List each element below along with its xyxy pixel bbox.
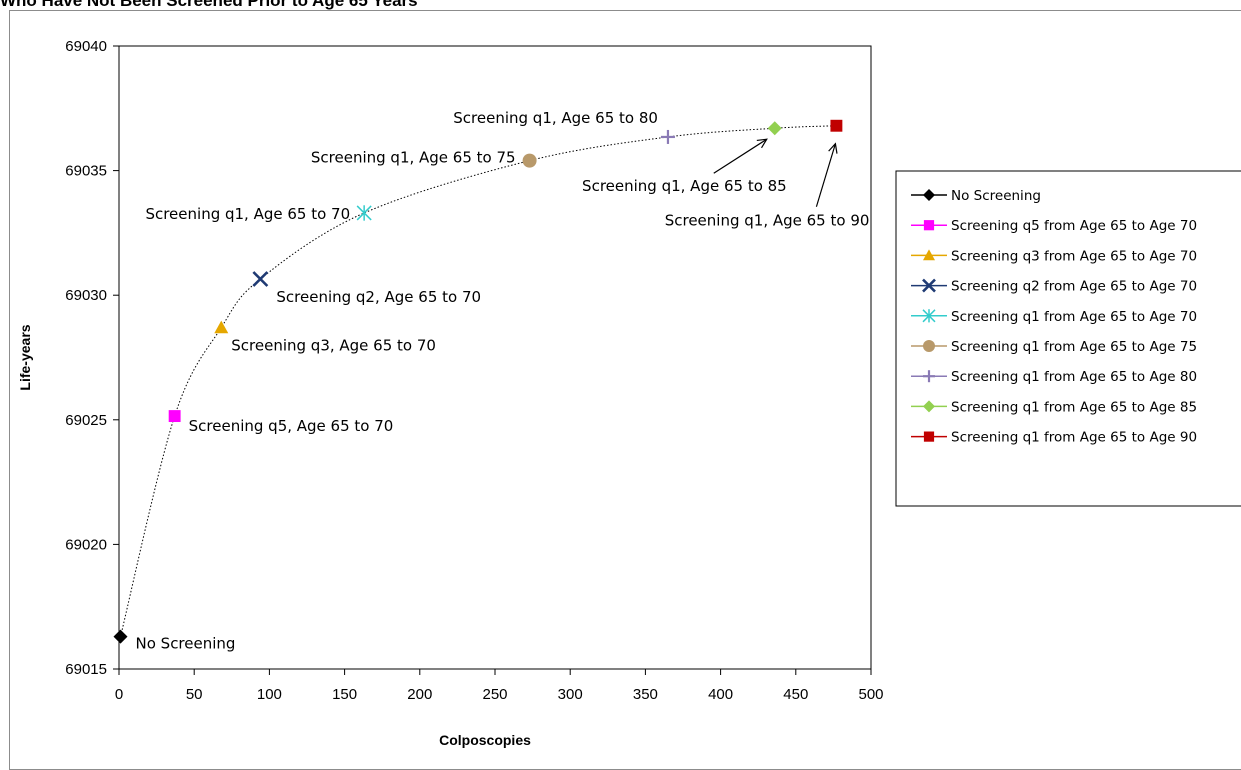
legend-marker [922, 309, 936, 323]
x-tick-label: 50 [186, 686, 203, 703]
annotation-label: Screening q1, Age 65 to 90 [665, 212, 870, 230]
y-tick-label: 69035 [65, 163, 107, 180]
legend-item: Screening q1 from Age 65 to Age 70 [911, 309, 1197, 325]
chart-title: Who Have Not Been Screened Prior to Age … [0, 0, 418, 10]
legend-label: Screening q3 from Age 65 to Age 70 [951, 248, 1197, 264]
data-point [168, 410, 181, 423]
legend-item: Screening q1 from Age 65 to Age 80 [911, 369, 1197, 385]
x-tick-label: 500 [858, 686, 883, 703]
annotation-label: No Screening [136, 635, 236, 653]
x-tick-label: 350 [633, 686, 658, 703]
data-point [113, 629, 128, 644]
x-tick-label: 250 [482, 686, 507, 703]
plot-area [118, 45, 872, 670]
annotation-arrow [713, 138, 768, 174]
legend-label: Screening q5 from Age 65 to Age 70 [951, 218, 1197, 234]
chart-svg: 0 50 100 150 200 250 300 350 400 450 500 69015 69020… [17, 38, 1241, 748]
annotation-arrowhead [828, 142, 838, 154]
annotation-label: Screening q1, Age 65 to 80 [453, 109, 658, 127]
annotation-arrow [815, 143, 836, 207]
legend-label: Screening q1 from Age 65 to Age 90 [951, 430, 1197, 446]
annotation-arrowhead [756, 138, 768, 149]
x-tick-label: 400 [708, 686, 733, 703]
legend-box [895, 170, 1241, 507]
y-axis-label: Life-years [17, 324, 33, 390]
annotation-label: Screening q3, Age 65 to 70 [231, 337, 436, 355]
legend-label: Screening q2 from Age 65 to Age 70 [951, 279, 1197, 295]
x-tick-label: 150 [332, 686, 357, 703]
legend-marker [922, 278, 936, 293]
axes: 0 50 100 150 200 250 300 350 400 450 500 69015 69020… [17, 38, 884, 748]
annotation-label: Screening q1, Age 65 to 85 [582, 177, 787, 195]
x-tick-label: 450 [783, 686, 808, 703]
data-point [214, 320, 229, 334]
data-points [113, 119, 843, 644]
legend-label: Screening q1 from Age 65 to Age 70 [951, 309, 1197, 325]
data-point [252, 271, 269, 287]
x-tick-label: 200 [407, 686, 432, 703]
legend-marker [923, 340, 935, 352]
legend-marker [923, 220, 935, 231]
x-tick-label: 300 [558, 686, 583, 703]
legend-marker [923, 431, 935, 442]
legend-marker [923, 249, 935, 261]
y-tick-label: 69025 [65, 412, 107, 429]
legend-label: Screening q1 from Age 65 to Age 85 [951, 399, 1197, 415]
y-tick-label: 69030 [65, 287, 107, 304]
legend-marker [923, 400, 935, 413]
y-tick-label: 69015 [65, 661, 107, 678]
legend: No Screening Screening q5 from Age 65 to … [895, 170, 1241, 507]
data-point [830, 119, 843, 132]
data-point [522, 153, 537, 168]
legend-item: Screening q3 from Age 65 to Age 70 [911, 248, 1197, 264]
annotation-label: Screening q1, Age 65 to 70 [145, 205, 350, 223]
connector-path [120, 125, 837, 637]
legend-item: Screening q1 from Age 65 to Age 75 [911, 339, 1197, 355]
connector-line [120, 125, 837, 637]
annotation-label: Screening q2, Age 65 to 70 [276, 288, 481, 306]
data-point [660, 129, 675, 144]
legend-label: Screening q1 from Age 65 to Age 75 [951, 339, 1197, 355]
x-tick-label: 0 [115, 686, 123, 703]
data-point [767, 121, 782, 136]
legend-item: Screening q1 from Age 65 to Age 90 [911, 430, 1197, 446]
legend-item: Screening q1 from Age 65 to Age 85 [911, 399, 1197, 415]
y-tick-label: 69040 [65, 38, 107, 55]
legend-item: Screening q5 from Age 65 to Age 70 [911, 218, 1197, 234]
data-point [356, 205, 372, 221]
legend-item: No Screening [911, 188, 1041, 204]
legend-label: Screening q1 from Age 65 to Age 80 [951, 369, 1197, 385]
legend-marker [923, 189, 935, 201]
legend-label: No Screening [951, 188, 1041, 204]
annotations: No Screening Screening q5, Age 65 to 70 Sc… [136, 109, 870, 653]
x-tick-label: 100 [257, 686, 282, 703]
y-tick-label: 69020 [65, 536, 107, 553]
x-axis-label: Colposcopies [439, 732, 531, 748]
legend-item: Screening q2 from Age 65 to Age 70 [911, 279, 1197, 295]
annotation-label: Screening q1, Age 65 to 75 [311, 149, 516, 167]
annotation-label: Screening q5, Age 65 to 70 [189, 417, 394, 435]
legend-marker [923, 370, 935, 383]
